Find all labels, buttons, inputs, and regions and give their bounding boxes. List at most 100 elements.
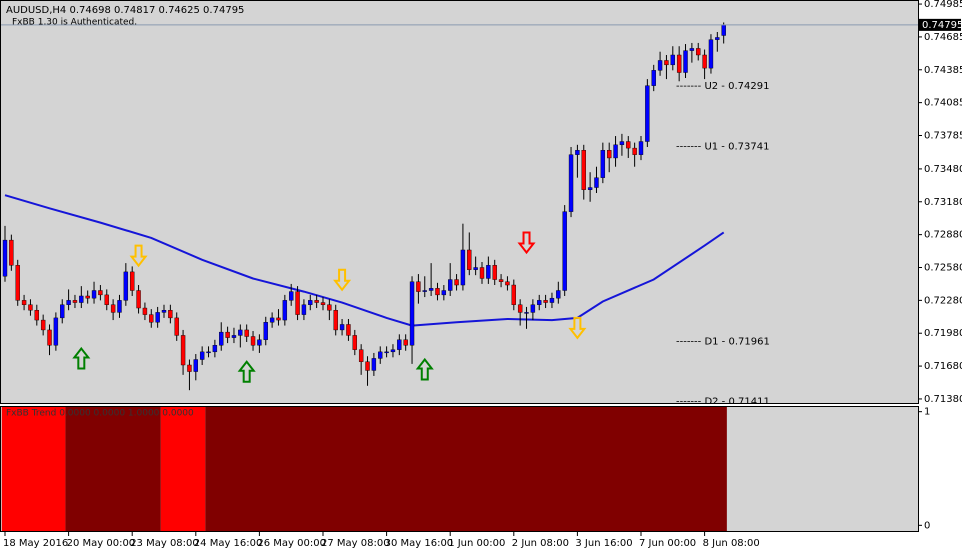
candle-body xyxy=(371,358,377,371)
x-tick-label: 27 May 08:00 xyxy=(321,538,390,549)
candle-body xyxy=(269,317,275,323)
candle-body xyxy=(568,154,574,212)
header: AUDUSD,H4 0.74698 0.74817 0.74625 0.7479… xyxy=(6,5,244,16)
candle-body xyxy=(206,351,211,354)
candle-body xyxy=(295,291,300,315)
y-tick-label: 0.71680 xyxy=(924,361,962,372)
candle-body xyxy=(600,150,606,178)
y-tick-label: 0.72280 xyxy=(924,295,962,306)
candle-body xyxy=(626,141,631,149)
y-tick-label: 0.74985 xyxy=(924,0,962,10)
candle-body xyxy=(123,271,129,301)
trend-segment xyxy=(160,407,206,531)
candle-body xyxy=(378,351,383,359)
candle-body xyxy=(238,329,243,336)
candle-body xyxy=(142,307,148,315)
candle-body xyxy=(358,349,364,362)
candle-body xyxy=(632,147,637,155)
candle-body xyxy=(619,141,625,146)
candle-body xyxy=(346,324,351,336)
candle-body xyxy=(365,361,370,371)
candle-body xyxy=(638,141,644,155)
y-tick-label: 0.72880 xyxy=(924,230,962,241)
candle-body xyxy=(498,279,504,282)
candle-body xyxy=(645,85,650,142)
candle-body xyxy=(613,144,618,159)
x-tick-label: 24 May 16:00 xyxy=(194,538,263,549)
candle-body xyxy=(670,54,675,66)
trend-segment xyxy=(1,407,66,531)
candle-body xyxy=(696,48,701,56)
y-tick-label: 0.73480 xyxy=(924,164,962,175)
candle-body xyxy=(282,300,288,321)
candle-body xyxy=(34,310,39,321)
moving-average xyxy=(4,194,725,327)
candle-body xyxy=(549,297,555,303)
candle-body xyxy=(60,304,65,319)
candle-body xyxy=(136,290,141,309)
candle-body xyxy=(524,312,529,314)
y-tick-label: 0.74385 xyxy=(924,65,962,76)
candle-body xyxy=(473,267,478,270)
signal-arrow xyxy=(237,360,256,383)
candle-body xyxy=(98,290,103,296)
candle-body xyxy=(460,249,466,286)
candle-body xyxy=(352,335,357,350)
candle-body xyxy=(180,335,186,366)
candle-body xyxy=(409,281,415,346)
candle-body xyxy=(66,300,71,305)
candle-body xyxy=(231,335,237,338)
y-tick-label: 0.71380 xyxy=(924,394,962,405)
candle-body xyxy=(562,211,567,291)
candle-body xyxy=(428,288,434,291)
candle-body xyxy=(721,24,726,36)
candle-body xyxy=(537,300,542,305)
candle-body xyxy=(587,187,593,190)
candle-body xyxy=(47,329,52,346)
candle-body xyxy=(556,290,561,299)
candle-body xyxy=(543,300,548,303)
candle-body xyxy=(308,300,313,305)
candle-body xyxy=(225,331,230,338)
indicator-tick-label: 1 xyxy=(924,407,930,418)
signal-arrow xyxy=(568,316,587,340)
axes: 0.74985 0.74685 0.74385 0.74085 0.73785 0.734… xyxy=(3,0,962,549)
candle-body xyxy=(320,302,326,305)
candle-body xyxy=(28,304,33,311)
indicator-tick-label: 0 xyxy=(924,520,930,531)
candle-body xyxy=(85,295,90,299)
candle-body xyxy=(683,50,688,73)
candle-body xyxy=(689,48,695,51)
x-tick-label: 7 Jun 00:00 xyxy=(639,538,696,549)
candle-body xyxy=(517,304,523,313)
candle-body xyxy=(72,300,78,303)
candle-body xyxy=(9,239,14,266)
candle-body xyxy=(441,290,447,296)
candle-body xyxy=(397,339,402,350)
x-tick-label: 18 May 2016 xyxy=(3,538,68,549)
y-tick-label: 0.73785 xyxy=(924,131,962,142)
candle-body xyxy=(479,267,485,279)
candle-body xyxy=(708,39,714,69)
level-label: ------- D2 - 0.71411 xyxy=(676,397,770,408)
signal-arrow xyxy=(333,268,352,292)
trend-segment xyxy=(205,407,727,531)
candle-body xyxy=(79,295,84,303)
candle-body xyxy=(676,54,682,73)
main-plot xyxy=(0,0,919,404)
candle-body xyxy=(384,351,389,354)
candle-body xyxy=(575,150,580,155)
candle-body xyxy=(263,322,268,340)
candle-body xyxy=(199,351,205,360)
candle-body xyxy=(657,60,663,71)
candle-body xyxy=(174,317,179,336)
trend-segment xyxy=(65,407,161,531)
candle-body xyxy=(149,314,154,323)
price-tag-label: 0.74795 xyxy=(922,20,962,31)
candle-body xyxy=(53,317,59,346)
x-tick-label: 1 Jun 00:00 xyxy=(448,538,505,549)
candle-body xyxy=(257,339,262,346)
candle-body xyxy=(422,290,427,292)
candle-body xyxy=(454,279,459,286)
